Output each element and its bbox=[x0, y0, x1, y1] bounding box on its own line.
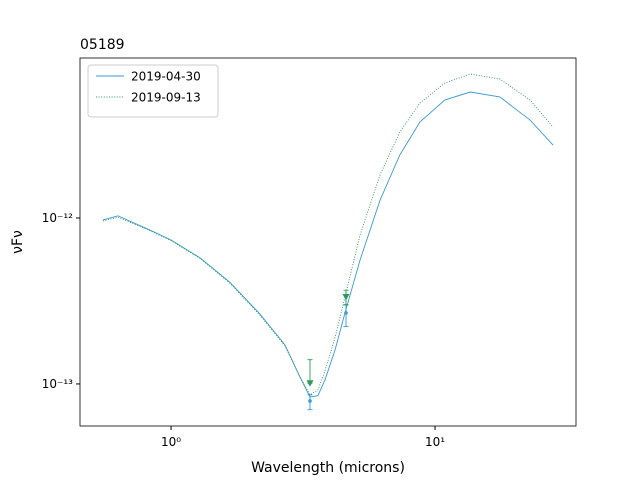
x-axis-label: Wavelength (microns) bbox=[251, 460, 405, 476]
point-marker bbox=[308, 399, 312, 403]
point-marker bbox=[342, 294, 350, 301]
legend-frame bbox=[87, 64, 219, 118]
point-marker bbox=[344, 311, 348, 315]
legend-label: 2019-04-30 bbox=[131, 70, 201, 84]
plot-frame bbox=[79, 57, 577, 427]
y-tick-label: 10⁻¹³ bbox=[42, 377, 73, 391]
x-tick-label: 10⁰ bbox=[161, 435, 181, 449]
legend-label: 2019-09-13 bbox=[131, 91, 201, 105]
chart-title: 05189 bbox=[80, 37, 125, 53]
y-tick-label: 10⁻¹² bbox=[42, 211, 73, 225]
point-marker bbox=[306, 380, 314, 387]
y-axis-label: νFν bbox=[10, 230, 26, 254]
legend: 2019-04-30 2019-09-13 bbox=[87, 64, 219, 118]
x-tick-label: 10¹ bbox=[425, 435, 445, 449]
series-line bbox=[102, 73, 554, 396]
series-line bbox=[102, 91, 554, 398]
